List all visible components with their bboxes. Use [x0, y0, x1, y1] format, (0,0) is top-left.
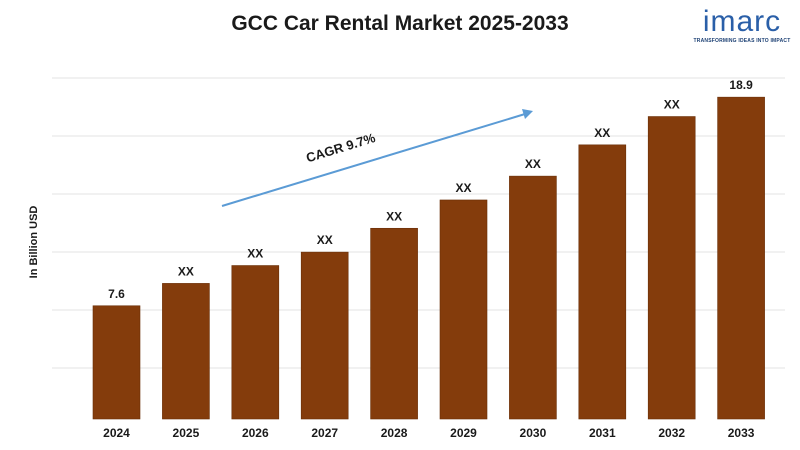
bar-2033 [717, 96, 765, 420]
value-label-2025: XX [178, 264, 194, 278]
x-tick-2025: 2025 [173, 426, 200, 440]
value-label-2032: XX [664, 98, 680, 112]
value-label-2024: 7.6 [108, 287, 125, 301]
logo-tagline: TRANSFORMING IDEAS INTO IMPACT [693, 38, 791, 44]
value-label-2033: 18.9 [729, 78, 753, 92]
x-tick-2032: 2032 [658, 426, 685, 440]
bar-2024 [92, 305, 141, 420]
cagr-arrow-head [522, 109, 533, 119]
value-labels: 7.6 XX XX XX XX XX XX XX XX 18.9 [108, 78, 753, 301]
cagr-arrow-line [221, 113, 526, 207]
bar-2032 [647, 116, 696, 420]
x-tick-2029: 2029 [450, 426, 477, 440]
bar-2029 [439, 199, 488, 420]
chart-title: GCC Car Rental Market 2025-2033 [231, 12, 569, 35]
bar-2030 [509, 175, 557, 420]
value-label-2029: XX [455, 181, 471, 195]
bar-2025 [162, 283, 210, 420]
imarc-logo: imarc TRANSFORMING IDEAS INTO IMPACT [692, 5, 792, 45]
value-label-2031: XX [594, 126, 610, 140]
value-label-2030: XX [525, 157, 541, 171]
x-tick-2026: 2026 [242, 426, 269, 440]
bars [92, 96, 765, 420]
x-tick-2033: 2033 [728, 426, 755, 440]
cagr-annotation: CAGR 9.7% [304, 130, 377, 165]
bar-2031 [578, 144, 627, 420]
bar-2026 [231, 265, 280, 420]
cagr-arrow [221, 109, 533, 207]
x-tick-2030: 2030 [520, 426, 547, 440]
x-tick-2027: 2027 [311, 426, 338, 440]
y-axis-label: In Billion USD [28, 206, 40, 279]
x-tick-labels: 2024 2025 2026 2027 2028 2029 2030 2031 2032 2033 [103, 426, 755, 440]
bar-2027 [300, 251, 349, 420]
logo-wordmark: imarc [702, 5, 782, 38]
x-tick-2031: 2031 [589, 426, 616, 440]
value-label-2027: XX [317, 233, 333, 247]
value-label-2026: XX [247, 247, 263, 261]
value-label-2028: XX [386, 209, 402, 223]
x-tick-2028: 2028 [381, 426, 408, 440]
bar-2028 [370, 227, 418, 420]
x-tick-2024: 2024 [103, 426, 130, 440]
